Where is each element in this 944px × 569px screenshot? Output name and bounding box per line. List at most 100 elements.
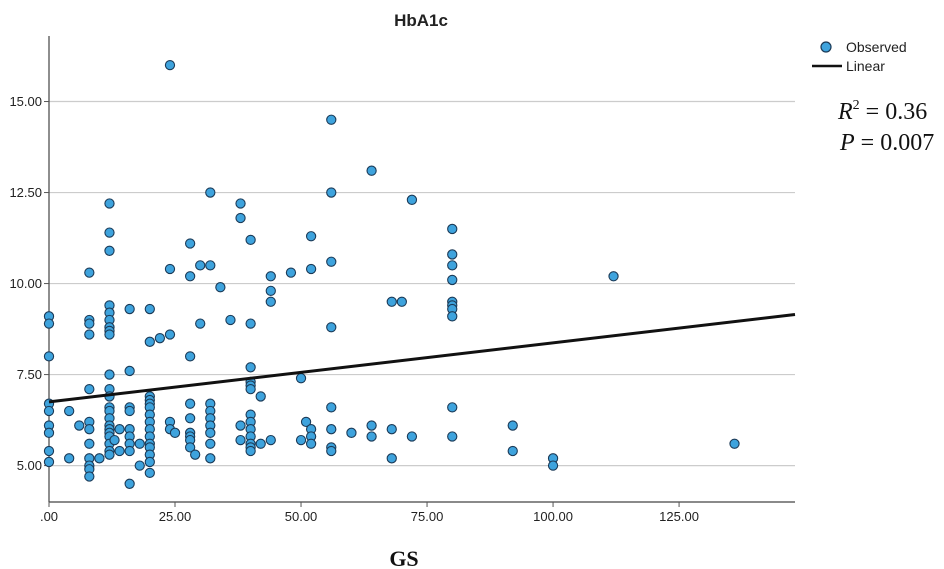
data-point [94, 453, 105, 464]
data-point [84, 318, 95, 329]
data-point [729, 438, 740, 449]
data-point [64, 453, 75, 464]
data-point [608, 271, 619, 282]
statistics-annotation: R2 = 0.36 P = 0.007 [837, 98, 934, 156]
x-tick-label: 125.00 [659, 509, 699, 524]
data-point [285, 267, 297, 278]
data-point [124, 478, 135, 489]
legend-linear-label: Linear [846, 58, 885, 74]
data-point [144, 303, 155, 315]
p-value: = 0.007 [855, 130, 935, 156]
data-point [326, 402, 337, 413]
data-point [346, 427, 357, 438]
data-point [74, 420, 85, 431]
data-point [104, 245, 115, 256]
data-point [205, 187, 216, 198]
x-tick-label: .00 [40, 509, 58, 524]
data-point [109, 434, 120, 446]
data-point [84, 438, 95, 449]
y-tick-label: 15.00 [9, 94, 42, 109]
data-point [265, 296, 276, 307]
data-point [124, 365, 135, 377]
data-point [255, 438, 266, 449]
data-point [205, 438, 216, 449]
data-point [507, 445, 518, 457]
data-point [225, 314, 236, 326]
data-point [43, 351, 55, 362]
data-point [447, 223, 458, 235]
r-squared-text: R2 = 0.36 [837, 98, 927, 125]
data-point [164, 263, 176, 275]
data-point [184, 413, 196, 424]
data-point [205, 427, 216, 438]
data-point [43, 405, 55, 417]
y-tick-label: 5.00 [17, 458, 42, 473]
data-point [447, 249, 458, 260]
data-point [43, 445, 55, 457]
data-point [245, 445, 256, 457]
data-point [104, 369, 115, 380]
data-point [104, 329, 115, 340]
x-tick-label: 100.00 [533, 509, 573, 524]
data-point [104, 198, 115, 209]
observed-points [43, 59, 740, 489]
data-point [300, 416, 312, 428]
r-squared-superscript: 2 [853, 98, 860, 113]
data-point [295, 434, 307, 446]
data-point [547, 460, 559, 471]
data-point [124, 405, 135, 417]
data-point [305, 438, 317, 449]
data-point [265, 434, 276, 446]
y-tick-label: 12.50 [9, 185, 42, 200]
data-point [305, 231, 317, 242]
data-point [326, 322, 337, 333]
data-point [326, 187, 337, 198]
data-point [144, 336, 155, 347]
data-point [134, 460, 145, 471]
data-point [295, 373, 307, 384]
y-tick-label: 7.50 [17, 367, 42, 382]
x-tick-label: 50.00 [285, 509, 318, 524]
y-tick-labels: 5.00 7.50 10.00 12.50 15.00 [9, 94, 49, 473]
data-point [396, 296, 407, 307]
data-point [326, 424, 337, 435]
data-point [386, 424, 397, 435]
data-point [164, 59, 176, 71]
data-point [104, 449, 115, 460]
data-point [84, 471, 95, 482]
data-point [154, 333, 166, 344]
data-point [43, 318, 55, 329]
data-point [326, 114, 337, 125]
y-tick-label: 10.00 [9, 276, 42, 291]
data-point [114, 424, 125, 435]
data-point [235, 434, 246, 446]
x-tick-label: 25.00 [159, 509, 192, 524]
data-point [235, 420, 246, 431]
data-point [144, 467, 155, 479]
data-point [507, 420, 518, 431]
data-point [255, 391, 266, 402]
data-point [447, 402, 458, 413]
data-point [326, 445, 337, 457]
linear-fit [48, 313, 796, 404]
data-point [326, 256, 337, 267]
data-point [245, 383, 256, 395]
data-point [265, 271, 276, 282]
data-point [184, 238, 196, 249]
data-point [386, 453, 397, 464]
data-point [144, 456, 155, 468]
data-point [245, 234, 256, 246]
legend: Observed Linear [812, 39, 907, 74]
data-point [235, 198, 246, 209]
legend-observed-label: Observed [846, 39, 907, 55]
data-point [366, 165, 377, 176]
data-point [265, 285, 276, 296]
r-squared-variable: R [837, 99, 853, 125]
data-point [104, 227, 115, 238]
legend-observed-marker [820, 41, 832, 53]
data-point [366, 420, 377, 431]
data-point [245, 362, 256, 373]
data-point [195, 260, 206, 271]
data-point [43, 456, 55, 468]
data-point [84, 424, 95, 435]
